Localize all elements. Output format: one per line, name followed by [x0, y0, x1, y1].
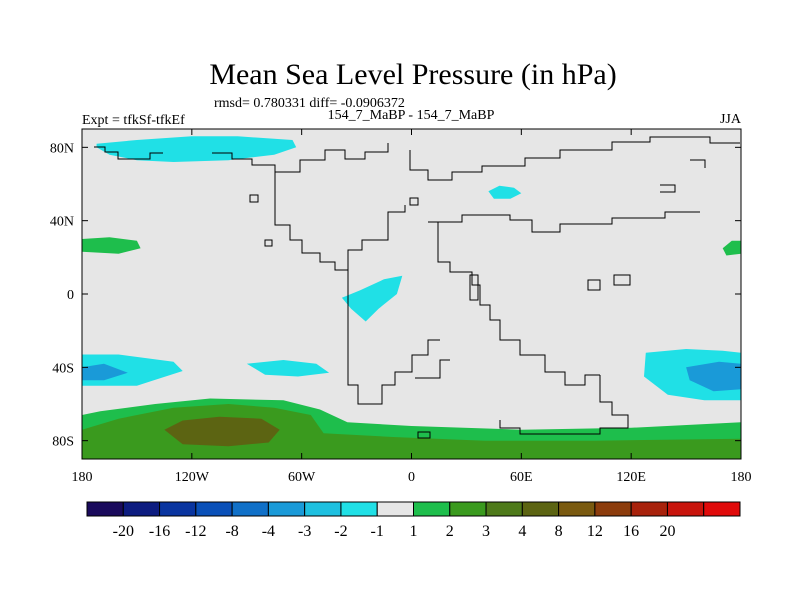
colorbar-label: 16: [623, 523, 639, 540]
colorbar-swatch: [703, 501, 741, 517]
colorbar-label: 2: [446, 523, 454, 540]
coastline-segment: [417, 431, 431, 439]
stats-line: rmsd= 0.780331 diff= -0.0906372: [214, 96, 405, 111]
colorbar-swatch: [122, 501, 161, 517]
colorbar-label: 4: [518, 523, 526, 540]
colorbar-label: -1: [371, 523, 384, 540]
x-tick-label: 120W: [175, 470, 210, 485]
colorbar-label: 1: [410, 523, 418, 540]
x-tick-label: 0: [408, 470, 415, 485]
coastline-segment: [469, 274, 479, 301]
y-tick-label: 40S: [52, 361, 74, 376]
region-pacific-north-positive: [82, 237, 141, 254]
colorbar-swatch: [86, 501, 124, 517]
coastline-segment: [212, 143, 389, 173]
colorbar-swatch: [558, 501, 596, 517]
x-tick-label: 120E: [616, 470, 646, 485]
coastline-segment: [437, 222, 600, 386]
experiment-label: Expt = tfkSf-tfkEf: [82, 113, 185, 128]
colorbar-label: -3: [298, 523, 311, 540]
colorbar-swatch: [413, 501, 451, 517]
colorbar-label: 12: [587, 523, 603, 540]
region-arctic-atlantic-negative: [96, 136, 297, 162]
coastline-segment: [415, 359, 450, 379]
coastline-outline: [94, 136, 740, 439]
x-tick-label: 180: [731, 470, 752, 485]
region-south-atlantic-negative: [246, 360, 330, 377]
coastline-segment: [347, 270, 440, 405]
y-tick-label: 80N: [50, 141, 74, 156]
colorbar-label: 3: [482, 523, 490, 540]
colorbar-swatch: [340, 501, 378, 517]
coastline-segment: [587, 279, 601, 291]
region-tropical-atlantic-negative: [341, 275, 403, 322]
y-tick-label: 80S: [52, 435, 74, 450]
colorbar-swatch: [666, 501, 705, 517]
colorbar-swatch: [231, 501, 269, 517]
season-label: JJA: [720, 112, 742, 127]
colorbar-swatch: [376, 501, 415, 517]
coastline-segment: [409, 136, 740, 181]
coastline-segment: [274, 172, 406, 271]
x-axis: 180 120W 60W 0 60E 120E 180: [72, 129, 752, 485]
coastline-segment: [690, 159, 706, 168]
x-tick-label: 60W: [288, 470, 316, 485]
colorbar-swatch: [267, 501, 306, 517]
case-label: 154_7_MaBP - 154_7_MaBP: [328, 108, 495, 123]
y-tick-label: 40N: [50, 215, 74, 230]
colorbar-swatch: [159, 501, 197, 517]
coastline-segment: [94, 146, 163, 160]
region-south-indian-core: [686, 361, 741, 392]
colorbar-swatch: [594, 501, 632, 517]
colorbar-swatch: [304, 501, 342, 517]
colorbar-label: -4: [262, 523, 275, 540]
coastline-segment: [409, 197, 419, 206]
colorbar-label: -2: [334, 523, 347, 540]
colorbar-label: -16: [149, 523, 170, 540]
colorbar-label: 20: [659, 523, 675, 540]
coastline-segment: [249, 194, 259, 203]
coastline-segment: [264, 239, 273, 247]
colorbar-label: 8: [555, 523, 563, 540]
y-tick-label: 0: [67, 288, 74, 303]
chart-title: Mean Sea Level Pressure (in hPa): [209, 58, 616, 91]
colorbar-label: -12: [185, 523, 206, 540]
x-tick-label: 60E: [510, 470, 533, 485]
colorbar-swatch: [449, 501, 487, 517]
x-tick-label: 180: [72, 470, 93, 485]
region-east-pacific-positive: [722, 240, 741, 256]
coastline-segment: [428, 211, 700, 233]
coastline-segment: [499, 375, 629, 435]
coastline-segment: [613, 274, 631, 286]
colorbar-label: -20: [113, 523, 134, 540]
region-siberia-negative: [488, 185, 522, 199]
colorbar-swatch: [521, 501, 560, 517]
colorbar-label: -8: [225, 523, 238, 540]
coastline-segment: [660, 184, 676, 193]
colorbar-swatch: [630, 501, 668, 517]
colorbar-swatch: [485, 501, 523, 517]
y-axis: 80N 40N 0 40S 80S: [50, 141, 741, 450]
region-south-pacific-core: [82, 363, 128, 381]
region-antarctic-core-4-8: [164, 416, 280, 447]
contour-regions: [82, 136, 741, 459]
region-antarctic-band-3-4: [82, 404, 741, 459]
colorbar: -20 -16 -12 -8 -4 -3 -2 -1 1 2 3 4 8 12 16 20: [86, 501, 741, 540]
colorbar-swatch: [195, 501, 233, 517]
